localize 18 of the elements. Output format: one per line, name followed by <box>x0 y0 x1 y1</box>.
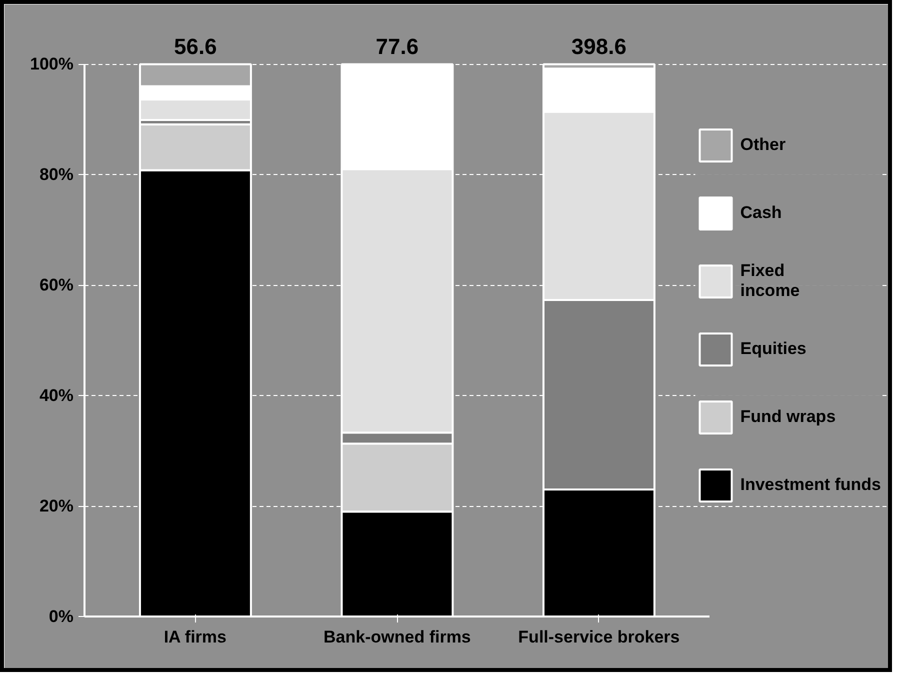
x-tick-label: Full-service brokers <box>518 628 680 646</box>
y-tick-label: 40% <box>39 386 74 406</box>
x-tick-label: Bank-owned firms <box>324 628 471 646</box>
y-tick-label: 100% <box>30 54 74 74</box>
y-tick-label: 60% <box>39 276 74 295</box>
y-tick-label: 80% <box>39 165 74 184</box>
y-tick-label: 0% <box>48 607 74 626</box>
x-tick-label: IA firms <box>164 628 226 646</box>
legend-label: Fund wraps <box>740 406 836 428</box>
y-tick-label: 20% <box>39 496 74 516</box>
text: 77.6 <box>376 34 419 60</box>
legend-label: Other <box>740 134 786 156</box>
legend-label: Investment funds <box>740 474 881 496</box>
text: 56.6 <box>174 34 217 60</box>
legend-label: Cash <box>740 202 782 224</box>
legend-label: Equities <box>740 338 806 360</box>
text: 398.6 <box>571 34 626 60</box>
legend-label: Fixed income <box>740 261 800 301</box>
